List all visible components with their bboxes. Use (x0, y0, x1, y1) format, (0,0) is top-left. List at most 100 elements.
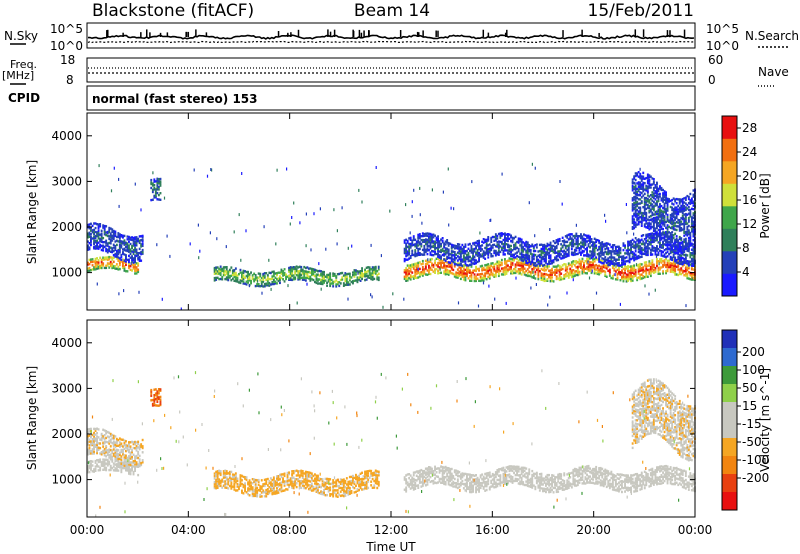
echo-cell (690, 230, 693, 233)
echo-cell (291, 272, 294, 275)
echo-cell (97, 223, 100, 226)
echo-cell (563, 249, 566, 252)
echo-cell (642, 252, 645, 255)
echo-cell (677, 208, 680, 211)
echo-cell (134, 263, 136, 267)
echo-cell (456, 262, 459, 265)
echo-cell (128, 240, 130, 243)
echo-cell (677, 212, 680, 216)
echo-cell (417, 241, 420, 244)
echo-cell (228, 268, 231, 272)
echo-cell (105, 445, 108, 448)
echo-cell (418, 271, 421, 275)
echo-cell (637, 175, 640, 178)
echo-cell (513, 259, 515, 262)
echo-cell (519, 252, 522, 255)
echo-cell (224, 270, 227, 273)
echo-cell (368, 270, 371, 273)
echo-cell (90, 464, 92, 467)
echo-cell (87, 240, 89, 243)
echo-cell (532, 255, 535, 258)
echo-cell (643, 218, 646, 222)
echo-cell (111, 437, 114, 440)
echo-cell (602, 265, 605, 269)
echo-cell (656, 226, 658, 229)
echo-cell (545, 257, 547, 260)
echo-cell (135, 269, 138, 273)
echo-cell (654, 266, 657, 270)
echo-cell (138, 290, 140, 294)
echo-cell (97, 225, 100, 228)
echo-cell (634, 268, 637, 272)
echo-cell (628, 252, 631, 255)
echo-cell (659, 203, 661, 206)
echo-cell (671, 208, 674, 212)
echo-cell (663, 259, 666, 262)
echo-cell (260, 280, 263, 283)
echo-cell (666, 248, 669, 251)
echo-cell (443, 270, 446, 273)
echo-cell (652, 182, 655, 185)
echo-cell (123, 444, 126, 447)
echo-cell (692, 250, 695, 253)
echo-cell (496, 269, 499, 272)
echo-cell (648, 186, 651, 189)
echo-cell (672, 209, 675, 212)
echo-cell (690, 252, 693, 255)
echo-cell (412, 265, 415, 268)
echo-cell (622, 258, 625, 262)
echo-cell (677, 211, 680, 214)
echo-cell (651, 238, 654, 242)
echo-cell (560, 257, 563, 260)
echo-cell (499, 234, 502, 238)
echo-cell (103, 258, 106, 261)
echo-cell (504, 242, 506, 245)
echo-cell (222, 271, 225, 275)
echo-cell (687, 247, 690, 250)
echo-cell (576, 261, 579, 264)
echo-cell (458, 270, 461, 273)
echo-cell (645, 263, 648, 267)
echo-cell (292, 267, 295, 271)
echo-cell (663, 218, 666, 222)
echo-cell (651, 232, 654, 235)
echo-cell (282, 274, 284, 277)
echo-cell (239, 474, 242, 477)
echo-cell (551, 249, 553, 252)
echo-cell (109, 453, 112, 456)
echo-cell (619, 271, 622, 274)
echo-cell (138, 251, 141, 255)
echo-cell (248, 275, 251, 278)
echo-cell (233, 482, 236, 485)
echo-cell (248, 481, 251, 484)
echo-cell (526, 257, 529, 261)
echo-cell (516, 254, 518, 258)
echo-cell (507, 237, 509, 240)
echo-cell (494, 271, 497, 274)
echo-cell (540, 274, 543, 277)
echo-cell (230, 483, 233, 486)
echo-cell (570, 239, 573, 242)
echo-cell (464, 243, 467, 246)
echo-cell (421, 268, 424, 271)
echo-cell (352, 274, 354, 277)
echo-cell (534, 270, 537, 274)
echo-cell (636, 245, 639, 248)
echo-cell (140, 259, 143, 262)
echo-cell (683, 274, 686, 277)
echo-cell (280, 272, 283, 275)
echo-cell (576, 269, 579, 272)
echo-cell (662, 223, 664, 226)
echo-cell (505, 239, 508, 242)
echo-cell (525, 259, 528, 262)
echo-cell (669, 243, 671, 247)
echo-cell (213, 279, 216, 282)
echo-cell (153, 183, 156, 187)
echo-cell (580, 245, 582, 248)
echo-cell (126, 449, 129, 452)
echo-cell (504, 240, 506, 244)
echo-cell (115, 465, 118, 468)
echo-cell (551, 273, 553, 276)
echo-cell (681, 271, 684, 274)
echo-cell (592, 260, 594, 263)
